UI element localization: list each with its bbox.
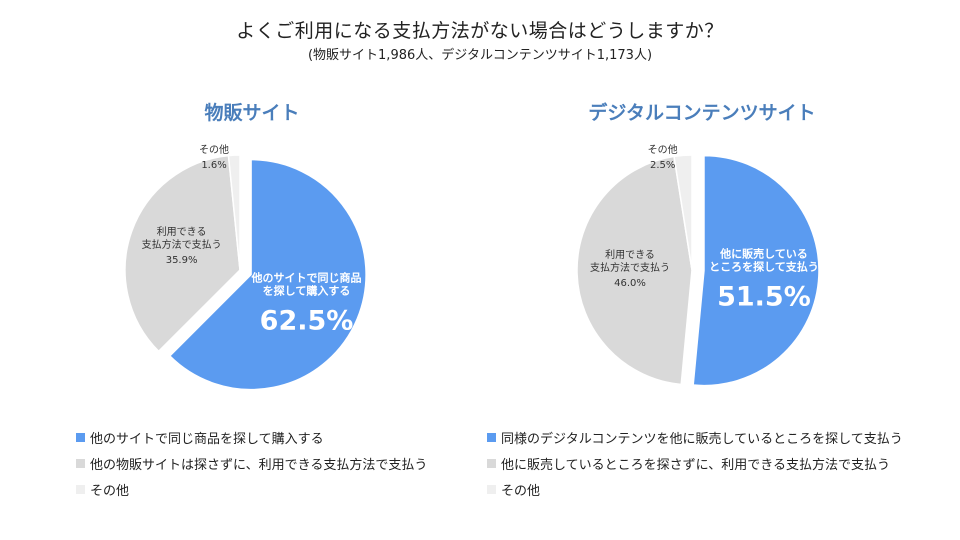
legend-swatch-light [76, 484, 85, 494]
slice-label-text: 他のサイトで同じ商品 [251, 271, 362, 285]
chart-title-retail: 物販サイト [204, 102, 300, 124]
slice-label-text: 利用できる [157, 226, 207, 238]
legend-label: その他 [90, 483, 130, 499]
slice-value-label: 35.9% [166, 255, 198, 266]
slice-main [168, 158, 367, 391]
slice-label-text: ところを探して支払う [709, 259, 819, 273]
legend-item: 他に販売しているところを探さずに、利用できる支払方法で支払う [487, 450, 903, 476]
legend-swatch-gray [487, 458, 496, 468]
slice-label-text: 支払方法で支払う [590, 261, 670, 274]
slice-other [227, 154, 241, 271]
page-subtitle: (物販サイト1,986人、デジタルコンテンツサイト1,173人) [307, 48, 653, 63]
slice-other-label: その他 2.5% [648, 143, 678, 171]
legend-swatch-gray [76, 458, 85, 468]
slice-main-label: 他のサイトで同じ商品を探して購入する 62.5% [251, 271, 362, 337]
slice-secondary [576, 155, 693, 386]
chart-title-digital: デジタルコンテンツサイト [588, 102, 816, 124]
legend-label: 他の物販サイトは探さずに、利用できる支払方法で支払う [90, 457, 428, 473]
slice-value-label: 1.6% [201, 160, 226, 171]
slice-main [692, 154, 820, 387]
slice-label-text: 支払方法で支払う [142, 238, 222, 251]
slice-label-text: 他に販売している [719, 246, 808, 260]
slice-other-label: その他 1.6% [199, 143, 229, 171]
legend-item: 他のサイトで同じ商品を探して購入する [76, 424, 427, 450]
legend-swatch-blue [76, 432, 85, 442]
legend-digital: 同様のデジタルコンテンツを他に販売しているところを探して支払う 他に販売している… [487, 424, 903, 502]
slice-label-text: その他 [199, 143, 229, 156]
legend-swatch-light [487, 484, 496, 494]
pie-chart-retail: 他のサイトで同じ商品を探して購入する 62.5% 利用できる支払方法で支払う 35.9… [124, 143, 367, 391]
slice-label-text: 利用できる [605, 249, 655, 261]
page-title: よくご利用になる支払方法がない場合はどうしますか？ [236, 20, 724, 42]
legend-label: 他に販売しているところを探さずに、利用できる支払方法で支払う [501, 457, 890, 473]
legend-label: 同様のデジタルコンテンツを他に販売しているところを探して支払う [501, 431, 903, 447]
slice-value-label: 62.5% [260, 306, 354, 337]
slice-other [673, 154, 693, 271]
legend-item: 同様のデジタルコンテンツを他に販売しているところを探して支払う [487, 424, 903, 450]
slice-value-label: 2.5% [650, 160, 675, 171]
slice-secondary-label: 利用できる支払方法で支払う 35.9% [142, 226, 222, 266]
slice-label-text: を探して購入する [263, 284, 351, 298]
legend-item: 他の物販サイトは探さずに、利用できる支払方法で支払う [76, 450, 427, 476]
legend-retail: 他のサイトで同じ商品を探して購入する 他の物販サイトは探さずに、利用できる支払方… [76, 424, 427, 502]
slice-value-label: 51.5% [717, 281, 811, 312]
legend-swatch-blue [487, 432, 496, 442]
slice-secondary-label: 利用できる支払方法で支払う 46.0% [590, 249, 670, 289]
legend-label: その他 [501, 483, 541, 499]
legend-item: その他 [487, 476, 903, 502]
slice-label-text: その他 [648, 143, 678, 156]
legend-label: 他のサイトで同じ商品を探して購入する [90, 431, 324, 447]
pie-chart-digital: 他に販売しているところを探して支払う 51.5% 利用できる支払方法で支払う 46.0… [576, 143, 820, 387]
slice-secondary [124, 154, 241, 353]
slice-main-label: 他に販売しているところを探して支払う 51.5% [709, 246, 819, 312]
slice-value-label: 46.0% [614, 278, 646, 289]
legend-item: その他 [76, 476, 427, 502]
